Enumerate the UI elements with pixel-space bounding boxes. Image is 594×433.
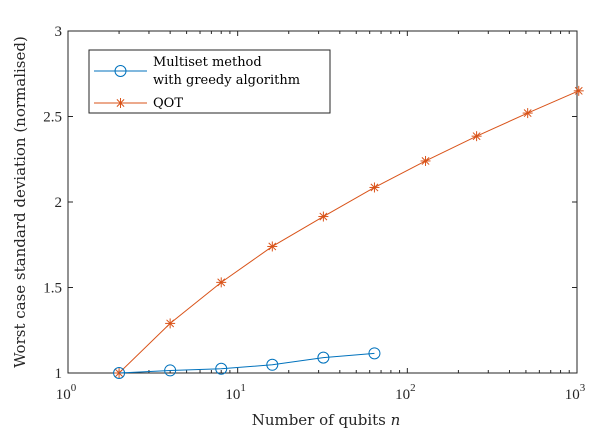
y-tick-label: 2 bbox=[55, 195, 63, 211]
legend-label: with greedy algorithm bbox=[153, 73, 300, 88]
x-tick-label-base: 10 bbox=[565, 387, 580, 403]
data-point-circle bbox=[113, 367, 126, 379]
data-point-asterisk bbox=[522, 108, 533, 119]
x-tick-label: 102 bbox=[395, 382, 416, 403]
x-axis-label-variable: n bbox=[391, 411, 401, 429]
y-tick-label: 1 bbox=[55, 366, 63, 382]
data-point-asterisk bbox=[420, 155, 431, 166]
series-line bbox=[119, 352, 375, 374]
data-point-asterisk bbox=[369, 182, 380, 193]
y-tick-label: 2.5 bbox=[43, 110, 62, 126]
legend-entry: Multiset method with greedy algorithm bbox=[94, 55, 300, 88]
data-point-circle bbox=[266, 358, 279, 371]
data-point-asterisk bbox=[318, 211, 329, 222]
x-axis-label: Number of qubits n bbox=[252, 411, 401, 429]
x-tick-label: 101 bbox=[225, 382, 246, 403]
data-point-asterisk bbox=[267, 241, 278, 252]
legend-label: QOT bbox=[153, 96, 183, 111]
data-point-circle bbox=[215, 362, 228, 375]
data-point-asterisk bbox=[216, 277, 227, 288]
data-point-asterisk bbox=[573, 85, 584, 96]
x-tick-label-base: 10 bbox=[56, 387, 71, 403]
y-axis-label: Worst case standard deviation (normalise… bbox=[11, 36, 29, 368]
x-tick-label-exponent: 3 bbox=[580, 382, 586, 394]
data-point-asterisk bbox=[165, 318, 176, 329]
y-tick-label: 1.5 bbox=[43, 281, 62, 297]
y-axis-ticks: 1 1.5 2 2.5 3 bbox=[43, 24, 577, 382]
x-tick-label-base: 10 bbox=[395, 387, 410, 403]
data-point-circle bbox=[368, 347, 381, 360]
data-point-circle bbox=[317, 351, 330, 364]
legend: Multiset method with greedy algorithm QOT bbox=[88, 49, 331, 114]
series-1 bbox=[114, 85, 584, 378]
x-tick-label-exponent: 2 bbox=[410, 382, 416, 394]
x-tick-label-base: 10 bbox=[225, 387, 240, 403]
series-0 bbox=[113, 347, 381, 379]
x-tick-label: 103 bbox=[565, 382, 586, 403]
x-tick-label: 100 bbox=[56, 382, 77, 403]
y-tick-label: 3 bbox=[55, 24, 63, 40]
series-layer bbox=[113, 85, 584, 379]
data-point-circle bbox=[164, 364, 177, 377]
data-point-asterisk bbox=[115, 98, 126, 108]
x-tick-label-exponent: 0 bbox=[71, 382, 77, 394]
legend-label: Multiset method bbox=[153, 55, 262, 70]
data-point-asterisk bbox=[471, 131, 482, 142]
data-point-circle bbox=[114, 65, 127, 77]
legend-entry: QOT bbox=[94, 96, 183, 111]
x-tick-label-exponent: 1 bbox=[240, 382, 246, 394]
x-axis-ticks: 100 101 102 103 bbox=[56, 31, 586, 403]
x-axis-label-text: Number of qubits bbox=[252, 411, 386, 429]
series-line bbox=[118, 90, 579, 374]
